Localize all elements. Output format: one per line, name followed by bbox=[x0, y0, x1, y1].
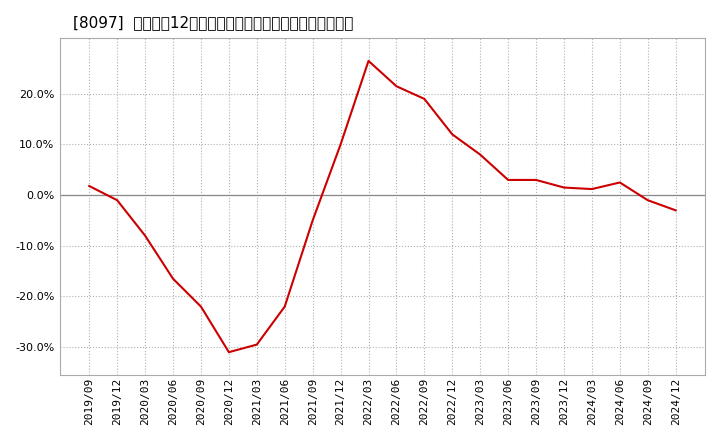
Text: [8097]  売上高の12か月移動合計の対前年同期増減率の推移: [8097] 売上高の12か月移動合計の対前年同期増減率の推移 bbox=[73, 15, 354, 30]
